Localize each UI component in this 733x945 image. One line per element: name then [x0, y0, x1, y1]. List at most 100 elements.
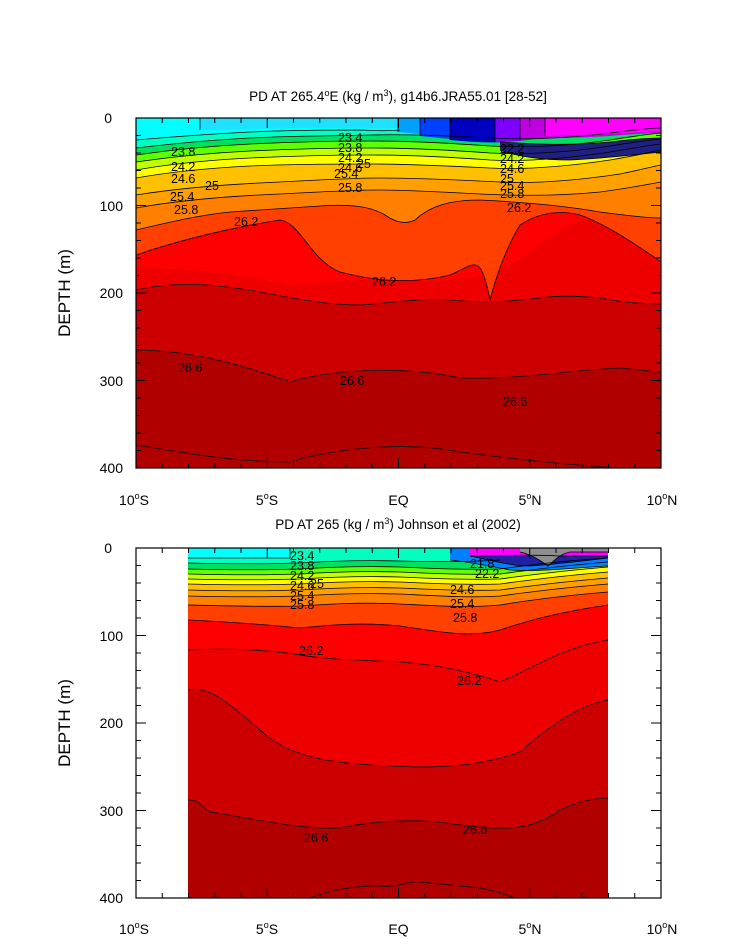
contour-label: 24.6	[500, 162, 524, 176]
contour-label: 26.6	[503, 395, 527, 409]
bottom-contour-line	[188, 688, 608, 768]
top-contour-line	[489, 212, 661, 301]
top-y-axis-title: DEPTH (m)	[55, 249, 74, 337]
top-y-ticks	[136, 117, 661, 469]
bottom-y-tick-label: 0	[104, 540, 112, 556]
contour-label: 25	[310, 577, 324, 591]
contour-label: 26.2	[457, 674, 481, 688]
bottom-contour-line	[469, 555, 608, 567]
top-y-tick-label: 0	[104, 110, 112, 126]
bottom-y-ticks	[136, 547, 661, 899]
top-x-tick-label: 5oN	[519, 491, 542, 508]
contour-label: 25	[357, 157, 371, 171]
top-contour-line	[136, 132, 661, 156]
top-contour-line	[136, 219, 491, 301]
contour-label: 25.4	[450, 597, 474, 611]
bottom-contour-line	[449, 559, 608, 571]
contour-label: 25.4	[334, 167, 358, 181]
bottom-contour-line	[188, 577, 608, 592]
contour-label: 24.2	[338, 151, 362, 165]
bottom-contour-line	[309, 881, 516, 898]
contour-label: 25.4	[500, 179, 524, 193]
top-x-tick-label: EQ	[388, 492, 408, 508]
bottom-contour-lines	[188, 548, 608, 898]
bottom-x-tick-label: EQ	[388, 921, 408, 937]
top-y-tick-label: 300	[100, 373, 124, 389]
bottom-x-tick-label: 5oS	[256, 920, 278, 937]
contour-label: 24.6	[450, 583, 474, 597]
top-x-tick-label: 5oS	[256, 491, 278, 508]
contour-label: 25.8	[338, 181, 362, 195]
contour-label: 23.4	[290, 549, 314, 563]
top-x-tick-label: 10oS	[119, 491, 149, 508]
contour-label: 25.8	[290, 598, 314, 612]
top-band-darkblue	[500, 138, 661, 160]
top-contour-field	[136, 118, 661, 468]
top-contour-labels: 23.4 23.8 23.8 22.2 24.2 24.2 24.2 24.6 …	[170, 131, 531, 409]
top-y-tick-label: 200	[100, 285, 124, 301]
bottom-contour-labels: 23.4 23.8 24.2 24.6 25 25.4 25.8 26.2 26…	[290, 549, 499, 845]
contour-label: 25	[500, 172, 514, 186]
bottom-x-tick-label: 5oN	[519, 920, 542, 937]
contour-label: 22.2	[500, 142, 524, 156]
contour-label: 24.2	[290, 569, 314, 583]
bottom-contour-field	[188, 548, 608, 898]
top-contour-line	[136, 444, 621, 468]
top-contour-line	[136, 199, 661, 231]
top-contour-line	[136, 129, 401, 141]
contour-label: 21.8	[470, 557, 494, 571]
bottom-contour-line	[188, 639, 608, 683]
contour-label: 26.2	[507, 201, 531, 215]
top-contour-line	[136, 164, 661, 196]
contour-label: 25.4	[170, 190, 194, 204]
contour-label: 25.8	[500, 187, 524, 201]
top-contour-line	[499, 137, 661, 145]
bottom-panel: PD AT 265 (kg / m3) Johnson et al (2002)	[55, 516, 677, 937]
bottom-y-tick-label: 200	[100, 715, 124, 731]
bottom-contour-line	[188, 583, 608, 598]
top-contour-line	[136, 127, 661, 149]
contour-label: 26.2	[234, 215, 258, 229]
top-x-tick-label: 10oN	[647, 491, 678, 508]
bottom-band-cyan	[188, 548, 290, 558]
top-y-tick-label: 400	[100, 460, 124, 476]
contour-label: 24.2	[500, 152, 524, 166]
top-contour-line	[499, 149, 661, 161]
bottom-contour-line	[188, 604, 608, 635]
contour-label: 25.4	[290, 589, 314, 603]
bottom-contour-line	[188, 591, 608, 607]
top-band-lcyan	[200, 118, 400, 130]
contour-label: 23.8	[171, 145, 195, 159]
bottom-contour-line	[188, 571, 608, 586]
contour-label: 26.6	[340, 374, 364, 388]
top-contour-line	[136, 181, 661, 209]
bottom-x-tick-label: 10oS	[119, 920, 149, 937]
top-panel: PD AT 265.4oE (kg / m3), g14b6.JRA55.01 …	[55, 88, 677, 508]
bottom-x-tick-label: 10oN	[647, 920, 678, 937]
bottom-contour-line	[519, 551, 608, 567]
contour-label: 26.6	[304, 831, 328, 845]
contour-label: 23.8	[338, 141, 362, 155]
top-x-ticks	[135, 118, 662, 468]
top-contour-line	[136, 149, 661, 179]
bottom-x-ticks	[135, 548, 662, 898]
top-band-magenta	[545, 118, 661, 136]
contour-label: 23.4	[338, 131, 362, 145]
contour-label: 26.2	[299, 644, 323, 658]
bottom-contour-line	[188, 557, 608, 571]
bottom-contour-line	[188, 548, 291, 559]
contour-label: 26.2	[372, 275, 396, 289]
contour-label: 24.2	[171, 160, 195, 174]
bottom-y-tick-label: 100	[100, 628, 124, 644]
bottom-title: PD AT 265 (kg / m3) Johnson et al (2002)	[275, 516, 520, 532]
contour-label: 25	[205, 179, 219, 193]
bottom-y-axis-title: DEPTH (m)	[55, 679, 74, 767]
bottom-contour-line	[188, 559, 501, 565]
bottom-y-tick-label: 300	[100, 803, 124, 819]
contour-label: 26.6	[463, 823, 487, 837]
bottom-y-tick-label: 400	[100, 890, 124, 906]
bottom-contour-line	[188, 566, 608, 581]
contour-label: 23.8	[290, 559, 314, 573]
top-title: PD AT 265.4oE (kg / m3), g14b6.JRA55.01 …	[249, 88, 547, 104]
contour-label: 24.6	[338, 161, 362, 175]
